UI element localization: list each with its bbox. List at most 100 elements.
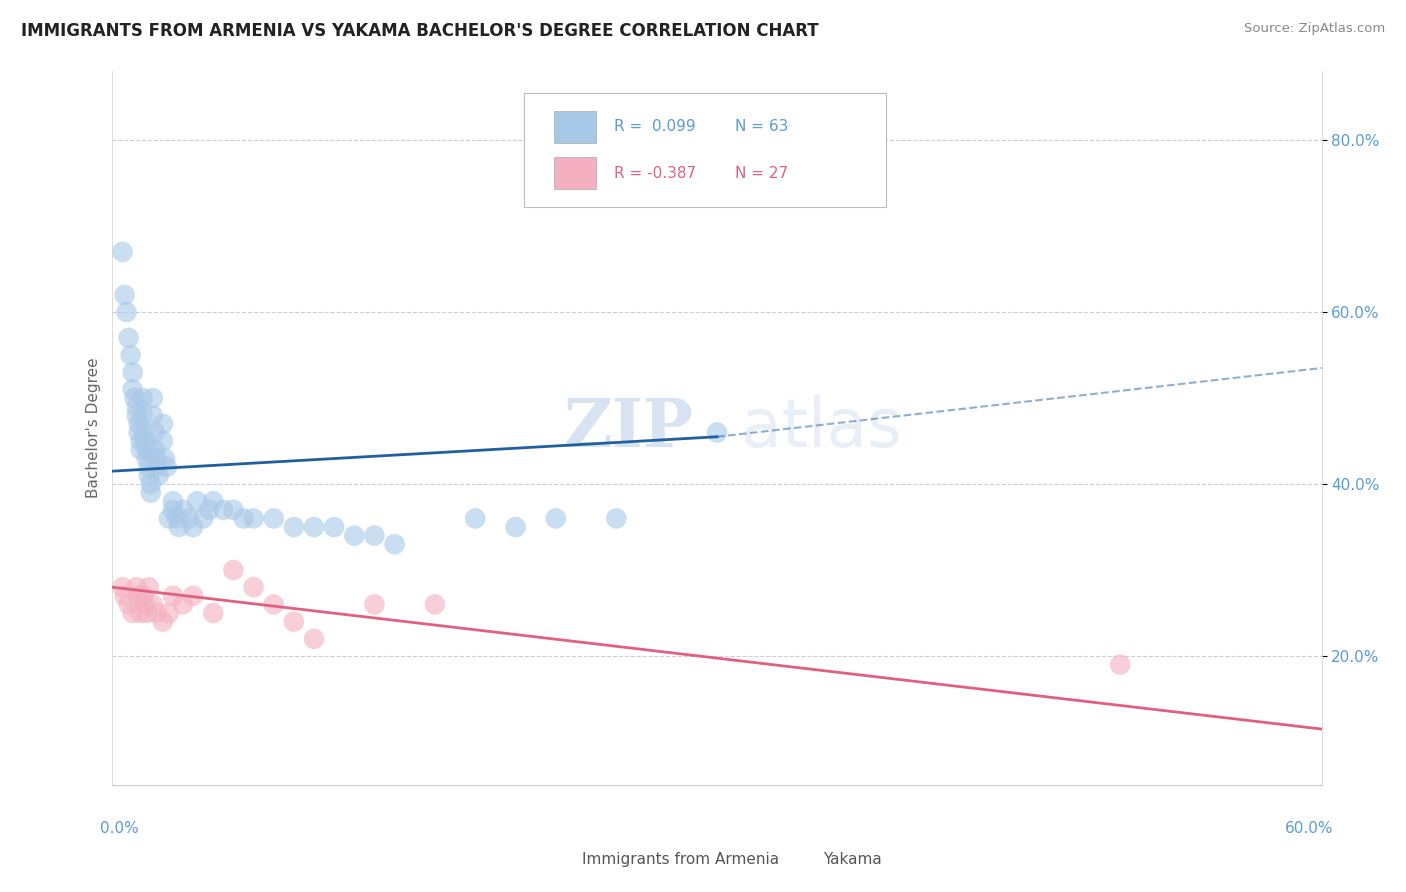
Point — [384, 537, 406, 551]
Point — [212, 503, 235, 517]
Point — [162, 503, 184, 517]
Bar — [536, 849, 572, 871]
Point — [423, 598, 446, 612]
Text: ZIP: ZIP — [564, 396, 693, 460]
Point — [605, 511, 627, 525]
Point — [152, 434, 174, 448]
Point — [142, 409, 165, 423]
Point — [157, 511, 180, 525]
Point — [117, 598, 139, 612]
Point — [202, 606, 225, 620]
Point — [111, 244, 134, 259]
Point — [132, 391, 155, 405]
Point — [505, 520, 527, 534]
Point — [152, 417, 174, 431]
Point — [148, 468, 170, 483]
Point — [129, 434, 152, 448]
Text: R =  0.099: R = 0.099 — [614, 120, 696, 134]
Point — [128, 425, 150, 440]
Point — [191, 511, 214, 525]
Point — [222, 503, 245, 517]
Point — [142, 598, 165, 612]
Point — [302, 520, 325, 534]
Point — [232, 511, 254, 525]
Point — [142, 391, 165, 405]
Point — [139, 485, 162, 500]
Point — [128, 417, 150, 431]
Point — [283, 615, 305, 629]
Bar — [554, 111, 596, 143]
Point — [186, 494, 208, 508]
Point — [157, 606, 180, 620]
Point — [134, 425, 156, 440]
Point — [263, 511, 285, 525]
Point — [181, 520, 204, 534]
Text: atlas: atlas — [741, 395, 903, 461]
Bar — [778, 849, 814, 871]
Text: Yakama: Yakama — [824, 853, 882, 867]
Point — [134, 598, 156, 612]
Point — [323, 520, 346, 534]
Point — [125, 400, 148, 414]
Point — [120, 348, 142, 362]
Point — [222, 563, 245, 577]
Text: Source: ZipAtlas.com: Source: ZipAtlas.com — [1244, 22, 1385, 36]
Point — [143, 425, 166, 440]
Point — [177, 511, 200, 525]
Text: 0.0%: 0.0% — [100, 821, 139, 836]
Point — [125, 409, 148, 423]
Point — [363, 528, 385, 542]
Point — [121, 383, 143, 397]
Point — [115, 305, 138, 319]
Point — [135, 606, 157, 620]
Text: N = 27: N = 27 — [735, 166, 789, 180]
Point — [172, 598, 194, 612]
Point — [128, 589, 150, 603]
Point — [181, 589, 204, 603]
Text: R = -0.387: R = -0.387 — [614, 166, 696, 180]
Point — [202, 494, 225, 508]
Point — [138, 580, 160, 594]
Point — [1109, 657, 1132, 672]
Point — [143, 442, 166, 457]
Point — [156, 459, 179, 474]
Point — [114, 288, 136, 302]
Point — [153, 451, 176, 466]
Point — [302, 632, 325, 646]
Point — [706, 425, 728, 440]
Point — [111, 580, 134, 594]
Point — [544, 511, 567, 525]
Point — [125, 580, 148, 594]
Point — [121, 365, 143, 379]
Point — [162, 494, 184, 508]
Bar — [554, 157, 596, 189]
Point — [138, 459, 160, 474]
Point — [135, 442, 157, 457]
Point — [114, 589, 136, 603]
Y-axis label: Bachelor's Degree: Bachelor's Degree — [86, 358, 101, 499]
Point — [167, 520, 190, 534]
Point — [343, 528, 366, 542]
Point — [134, 434, 156, 448]
Point — [464, 511, 486, 525]
Point — [124, 391, 146, 405]
Text: Immigrants from Armenia: Immigrants from Armenia — [582, 853, 779, 867]
Point — [132, 589, 155, 603]
Point — [242, 511, 264, 525]
Point — [166, 511, 188, 525]
FancyBboxPatch shape — [523, 93, 886, 207]
Point — [363, 598, 385, 612]
Point — [172, 503, 194, 517]
Point — [129, 442, 152, 457]
Point — [129, 606, 152, 620]
Point — [162, 589, 184, 603]
Point — [198, 503, 221, 517]
Point — [242, 580, 264, 594]
Point — [135, 451, 157, 466]
Text: N = 63: N = 63 — [735, 120, 789, 134]
Point — [263, 598, 285, 612]
Point — [117, 331, 139, 345]
Point — [146, 606, 169, 620]
Text: IMMIGRANTS FROM ARMENIA VS YAKAMA BACHELOR'S DEGREE CORRELATION CHART: IMMIGRANTS FROM ARMENIA VS YAKAMA BACHEL… — [21, 22, 818, 40]
Point — [138, 468, 160, 483]
